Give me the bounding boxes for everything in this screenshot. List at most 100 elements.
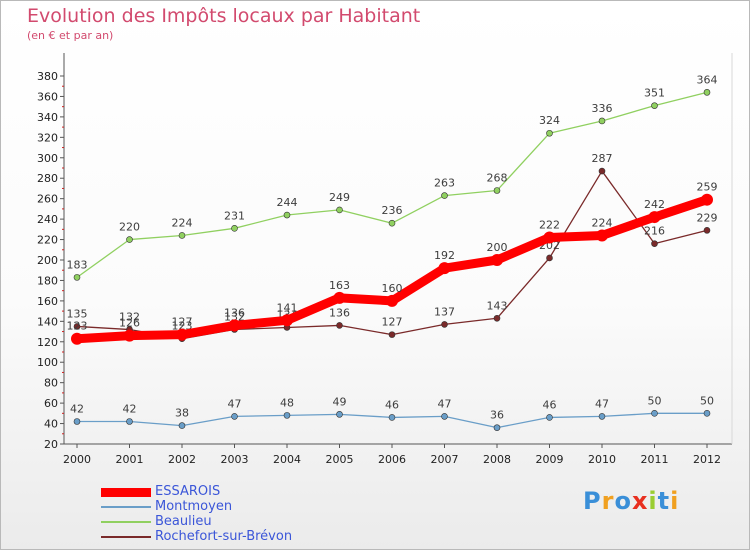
data-point (651, 410, 658, 417)
y-tick-label: 80 (44, 377, 58, 390)
data-point (701, 193, 713, 206)
data-label: 123 (67, 320, 88, 333)
data-label: 50 (648, 394, 662, 407)
data-point (651, 102, 658, 109)
data-point (231, 413, 238, 420)
y-tick-label: 20 (44, 438, 58, 451)
data-point (598, 167, 606, 175)
data-label: 46 (385, 398, 399, 411)
data-point (73, 274, 81, 281)
data-point (178, 232, 186, 239)
data-point (283, 211, 291, 219)
data-label: 222 (539, 219, 560, 232)
data-label: 160 (382, 282, 403, 295)
data-label: 220 (119, 221, 140, 234)
data-point (546, 129, 553, 137)
y-tick-label: 340 (37, 111, 58, 124)
y-tick-label: 160 (37, 295, 58, 308)
data-label: 259 (697, 181, 718, 194)
logo-letter: i (670, 487, 680, 515)
data-label: 351 (644, 87, 665, 100)
y-tick-label: 360 (37, 90, 58, 103)
data-point (71, 332, 83, 345)
y-tick-label: 120 (37, 336, 58, 349)
data-label: 47 (595, 397, 609, 410)
data-point (493, 424, 501, 431)
data-point (703, 89, 711, 96)
chart-title: Evolution des Impôts locaux par Habitant (27, 5, 421, 27)
data-label: 136 (329, 306, 350, 319)
data-point (598, 413, 606, 420)
data-label: 48 (280, 396, 294, 409)
data-label: 242 (644, 198, 665, 211)
data-label: 137 (434, 305, 455, 318)
legend-label: Montmoyen (155, 499, 233, 514)
data-label: 287 (592, 152, 613, 165)
proxiti-logo: Proxiti (583, 487, 679, 515)
data-point (441, 413, 448, 420)
data-point (493, 187, 501, 194)
data-point (73, 418, 81, 425)
data-label: 136 (224, 306, 245, 319)
data-point (543, 231, 556, 244)
x-tick-label: 2010 (588, 453, 616, 466)
data-point (598, 117, 606, 125)
x-tick-label: 2002 (168, 453, 196, 466)
data-point (123, 329, 136, 342)
x-tick-label: 2004 (273, 453, 301, 466)
x-tick-label: 2011 (641, 453, 669, 466)
data-point (178, 422, 186, 429)
y-tick-label: 100 (37, 356, 58, 369)
series-rochefort-sur-br-von: 135132123132134136127137143202287216229 (67, 152, 718, 343)
data-label: 263 (434, 177, 455, 190)
data-point (388, 219, 396, 227)
x-tick-label: 2007 (431, 453, 459, 466)
data-point (493, 314, 501, 322)
data-label: 236 (382, 204, 403, 217)
data-label: 231 (224, 209, 245, 222)
data-label: 183 (67, 258, 88, 271)
logo-letter: x (631, 487, 649, 515)
y-tick-label: 140 (37, 315, 58, 328)
data-label: 324 (539, 114, 560, 127)
y-tick-label: 180 (37, 274, 58, 287)
data-label: 135 (67, 307, 88, 320)
data-point (703, 410, 711, 417)
legend-label: ESSAROIS (155, 484, 221, 499)
data-label: 42 (70, 403, 84, 416)
legend-swatch (101, 487, 151, 497)
data-point (126, 418, 133, 425)
data-label: 47 (228, 397, 242, 410)
data-label: 229 (697, 211, 718, 224)
data-point (73, 323, 81, 330)
y-tick-label: 380 (37, 70, 58, 83)
data-point (176, 328, 188, 341)
data-label: 364 (697, 73, 718, 86)
data-point (386, 294, 398, 307)
x-tick-label: 2000 (63, 453, 91, 466)
data-label: 47 (438, 397, 452, 410)
legend-swatch (101, 521, 151, 523)
legend-label: Beaulieu (155, 514, 212, 529)
series-montmoyen: 42 42 38 47 48 49 46 47 36 46 47 50 50 (70, 394, 714, 431)
data-label: 49 (333, 395, 347, 408)
series-line (76, 170, 708, 340)
data-label: 132 (119, 311, 140, 324)
data-label: 336 (592, 102, 613, 115)
data-point (333, 291, 346, 304)
logo-letter: t (657, 487, 671, 515)
data-point (388, 331, 396, 338)
data-point (281, 314, 293, 327)
data-point (283, 412, 291, 419)
data-point (491, 254, 503, 266)
x-tick-label: 2001 (116, 453, 144, 466)
data-label: 163 (329, 279, 350, 292)
y-tick-label: 220 (37, 234, 58, 247)
data-point (336, 206, 343, 214)
x-tick-label: 2005 (326, 453, 354, 466)
y-tick-label: 260 (37, 193, 58, 206)
y-tick-label: 60 (44, 397, 58, 410)
data-label: 126 (119, 317, 140, 330)
chart-subtitle: (en € et par an) (27, 29, 114, 42)
data-label: 192 (434, 249, 455, 262)
